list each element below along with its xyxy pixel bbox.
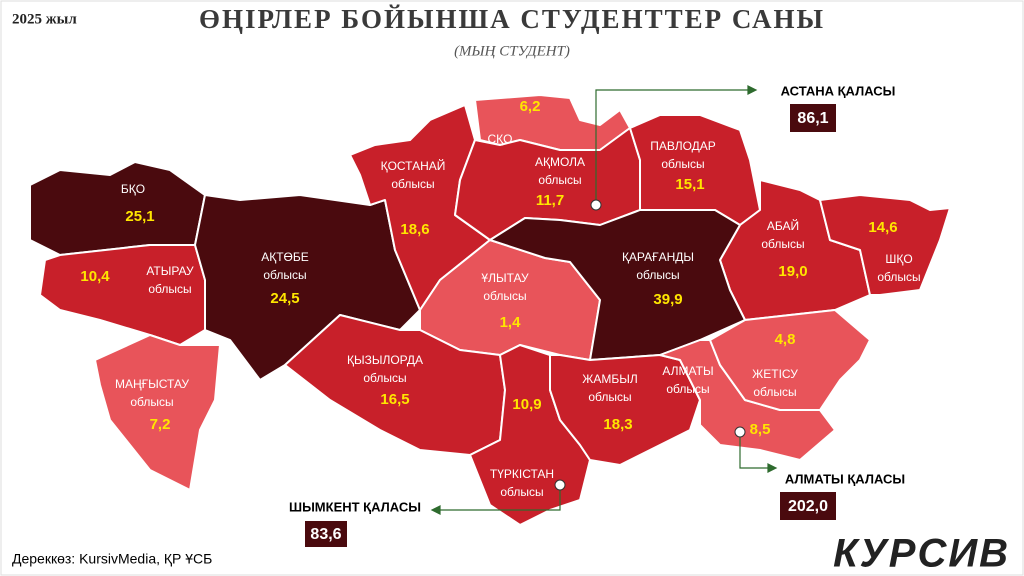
city-dot bbox=[734, 426, 746, 438]
regions bbox=[29, 94, 951, 526]
city-name: ШЫМКЕНТ ҚАЛАСЫ bbox=[289, 499, 421, 514]
region-name: ПАВЛОДАР bbox=[650, 139, 716, 153]
region-value: 25,1 bbox=[125, 208, 154, 225]
city-box bbox=[790, 104, 836, 132]
region-value: 10,4 bbox=[80, 268, 110, 285]
region bbox=[819, 194, 951, 296]
region bbox=[39, 244, 206, 346]
region-suffix: облысы bbox=[483, 289, 526, 303]
leader-line bbox=[739, 432, 768, 469]
region-name: АЛМАТЫ bbox=[662, 364, 713, 378]
region-suffix: облысы bbox=[130, 395, 173, 409]
region-name: ТҮРКІСТАН bbox=[490, 467, 554, 481]
year: 2025 жыл bbox=[12, 11, 77, 27]
region-name: СҚО bbox=[488, 132, 513, 146]
region-value: 19,0 bbox=[778, 263, 807, 280]
region-suffix: облысы bbox=[538, 173, 581, 187]
city-dot bbox=[590, 199, 602, 211]
region-value: 24,5 bbox=[270, 290, 299, 307]
region-value: 18,6 bbox=[400, 221, 429, 238]
city-value: 202,0 bbox=[788, 498, 828, 515]
city-value: 83,6 bbox=[310, 526, 341, 543]
region-suffix: облысы bbox=[500, 485, 543, 499]
region-value: 7,2 bbox=[150, 416, 171, 433]
region-name: МАҢҒЫСТАУ bbox=[115, 377, 189, 391]
region-value: 1,4 bbox=[500, 314, 522, 331]
region-suffix: облысы bbox=[877, 270, 920, 284]
region-suffix: облысы bbox=[661, 157, 704, 171]
arrow bbox=[430, 505, 441, 515]
region-name: ШҚО bbox=[885, 252, 912, 266]
region-value: 6,2 bbox=[520, 98, 541, 115]
region-value: 10,9 bbox=[512, 396, 541, 413]
region-name: АБАЙ bbox=[767, 218, 799, 233]
region bbox=[29, 161, 206, 256]
arrow bbox=[747, 85, 758, 95]
region-value: 16,5 bbox=[380, 391, 409, 408]
arrow bbox=[767, 463, 778, 473]
region-suffix: облысы bbox=[761, 237, 804, 251]
region-name: ҚАРАҒАНДЫ bbox=[622, 250, 694, 264]
city-box bbox=[305, 521, 347, 547]
region bbox=[94, 334, 221, 491]
leaders bbox=[430, 85, 778, 515]
region-suffix: облысы bbox=[666, 382, 709, 396]
region bbox=[549, 354, 701, 466]
leader-line bbox=[595, 89, 748, 205]
region-value: 39,9 bbox=[653, 291, 682, 308]
region-suffix: облысы bbox=[753, 385, 796, 399]
region-value: 11,7 bbox=[536, 192, 564, 209]
region-name: БҚО bbox=[121, 182, 145, 196]
region-suffix: облысы bbox=[263, 268, 306, 282]
region-value: 15,1 bbox=[675, 176, 704, 193]
region bbox=[489, 209, 746, 361]
leader-line bbox=[440, 485, 561, 511]
region-name: АТЫРАУ bbox=[146, 264, 194, 278]
region-name: ЖАМБЫЛ bbox=[582, 372, 637, 386]
city-box bbox=[780, 492, 836, 520]
city-name: АЛМАТЫ ҚАЛАСЫ bbox=[785, 471, 905, 486]
region-suffix: облысы bbox=[588, 390, 631, 404]
region-name: ЖЕТІСУ bbox=[752, 367, 798, 381]
region-name: ҚОСТАНАЙ bbox=[381, 158, 446, 173]
subtitle: (МЫҢ СТУДЕНТ) bbox=[454, 43, 570, 59]
logo: КУРСИВ bbox=[833, 532, 1010, 576]
region-suffix: облысы bbox=[148, 282, 191, 296]
region-name: АҚТӨБЕ bbox=[261, 250, 309, 264]
region-suffix: облысы bbox=[391, 177, 434, 191]
region-name: ҰЛЫТАУ bbox=[481, 271, 529, 285]
region-value: 18,3 bbox=[603, 416, 632, 433]
region bbox=[709, 309, 871, 411]
region-suffix: облысы bbox=[636, 268, 679, 282]
city-name: АСТАНА ҚАЛАСЫ bbox=[781, 83, 896, 98]
city-dot bbox=[554, 479, 566, 491]
region-name: ҚЫЗЫЛОРДА bbox=[347, 353, 423, 367]
region-value: 14,6 bbox=[868, 219, 897, 236]
region-value: 8,5 bbox=[750, 421, 771, 438]
city-value: 86,1 bbox=[797, 110, 828, 127]
title: ӨҢІРЛЕР БОЙЫНША СТУДЕНТТЕР САНЫ bbox=[199, 4, 825, 34]
region-suffix: облысы bbox=[363, 371, 406, 385]
region-name: АҚМОЛА bbox=[535, 155, 585, 169]
source: Дереккөз: KursivMedia, ҚР ҰСБ bbox=[12, 551, 212, 567]
region-value: 4,8 bbox=[775, 331, 796, 348]
